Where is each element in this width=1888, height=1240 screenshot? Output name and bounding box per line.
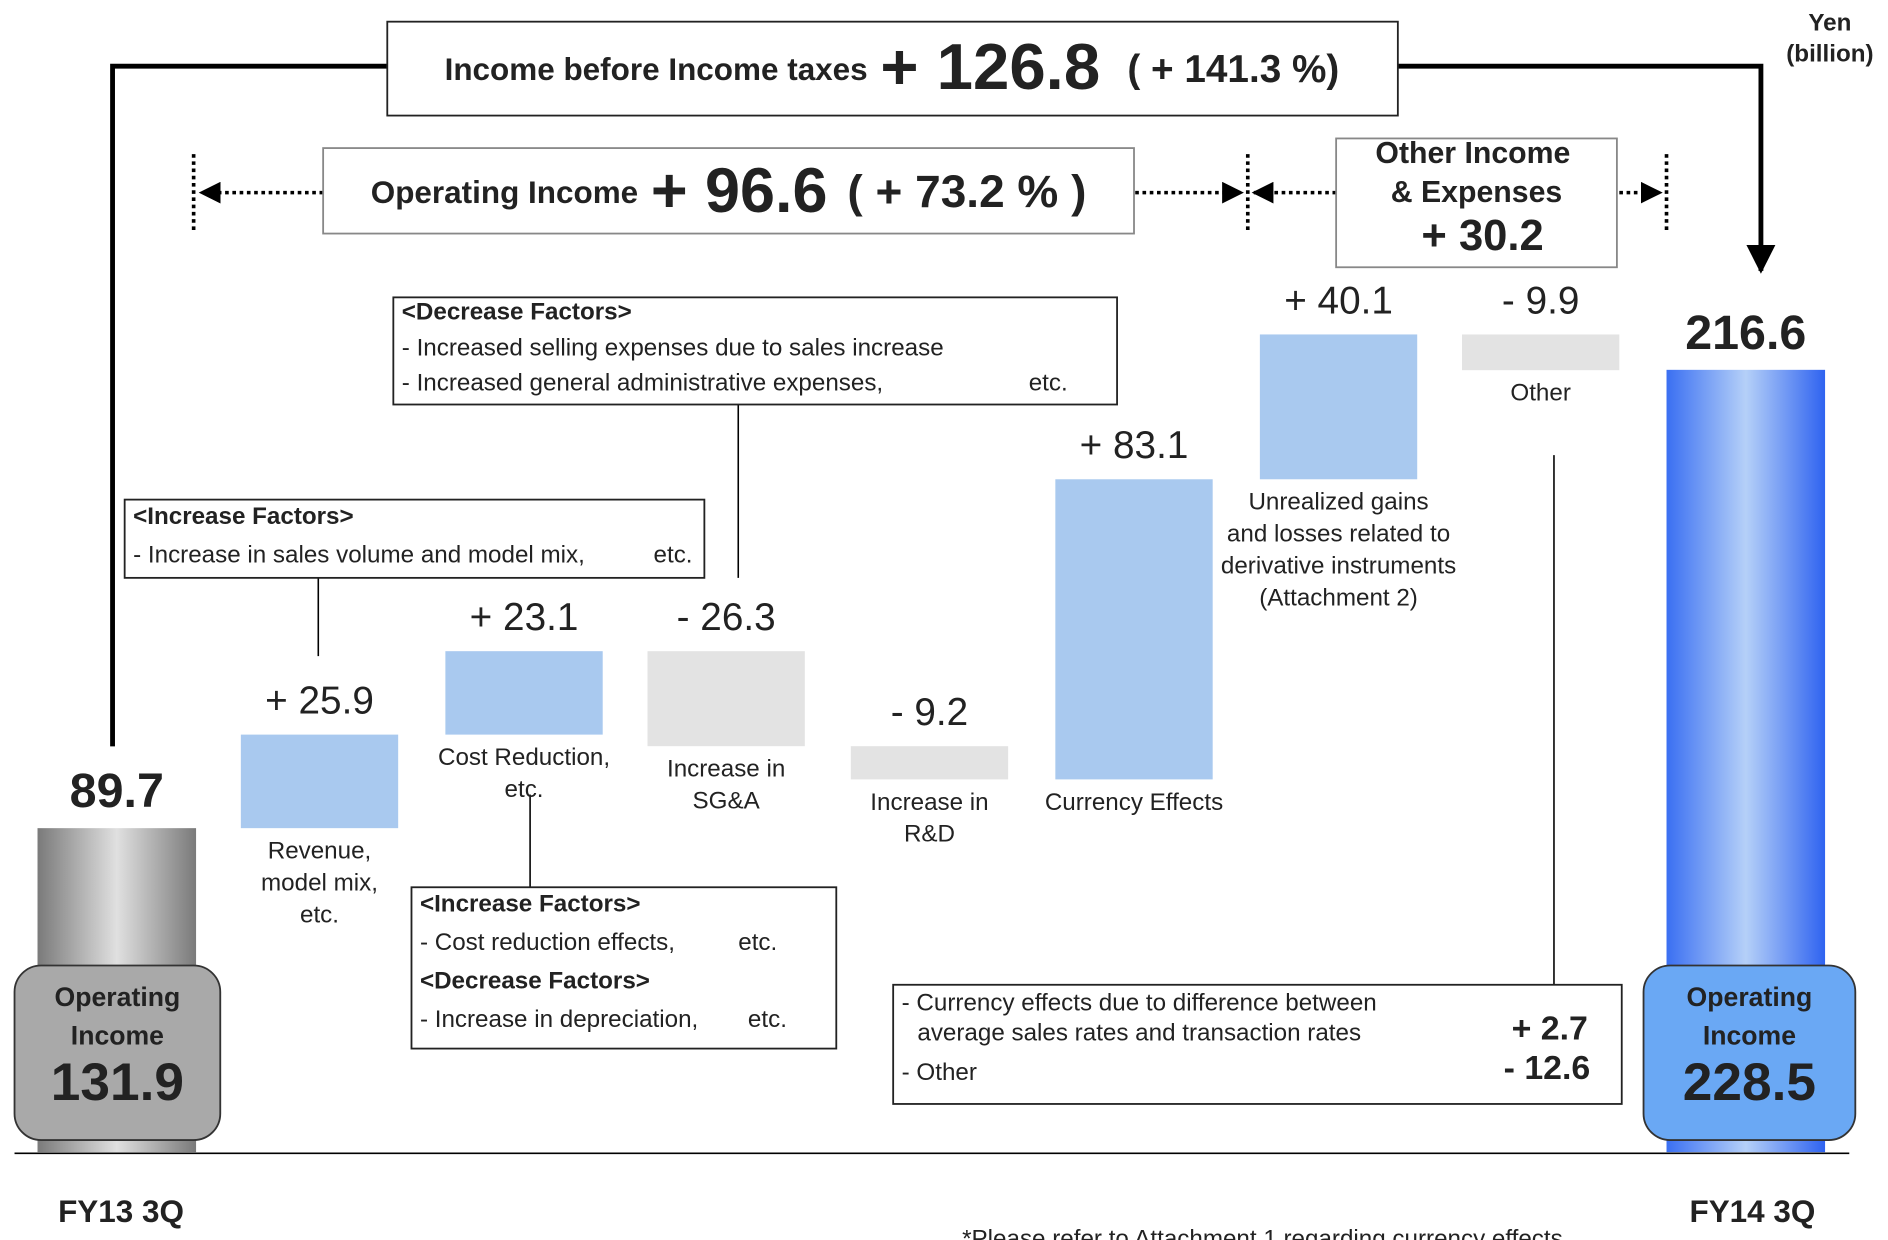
note: <Increase Factors> <box>420 891 641 918</box>
note-box <box>892 983 1623 1105</box>
other-income-label: Other Income <box>1375 137 1570 170</box>
income-before-taxes: Income before Income taxes + 126.8 ( + 1… <box>445 31 1340 104</box>
operating-box <box>322 147 1135 235</box>
change: + 126.8 <box>880 31 1100 104</box>
total-box <box>13 964 222 1141</box>
note: etc. <box>654 542 693 569</box>
note: - Increase in depreciation, <box>420 1006 698 1033</box>
footnote: *Please refer to Attachment 1 regarding … <box>962 1225 1563 1240</box>
total-box <box>1642 964 1857 1141</box>
units: Yen <box>1808 9 1851 36</box>
total-box-label: Income <box>1703 1021 1796 1051</box>
bracket-arrow <box>1397 63 1776 274</box>
step-bar <box>1055 479 1213 780</box>
percent: ( + 141.3 %) <box>1127 48 1339 91</box>
note-box <box>123 498 706 579</box>
note: - Increase in sales volume and model mix… <box>133 542 585 569</box>
value-label: + 40.1 <box>1284 279 1393 322</box>
value-label: - 9.9 <box>1502 279 1579 322</box>
income-box <box>386 20 1399 117</box>
category-label: Revenue, <box>268 838 372 865</box>
total-box-value: 228.5 <box>1683 1053 1816 1112</box>
category-label: Other <box>1510 380 1571 407</box>
label: Operating Income <box>371 175 638 210</box>
value-label: + 83.1 <box>1080 424 1189 467</box>
note: etc. <box>1029 369 1068 396</box>
percent: ( + 73.2 % ) <box>847 165 1086 217</box>
bracket <box>110 63 388 747</box>
note: - Cost reduction effects, <box>420 929 675 956</box>
label: Income before Income taxes <box>445 53 868 88</box>
step-bar <box>850 746 1009 780</box>
note-box <box>410 886 838 1050</box>
category-label: model mix, <box>261 870 378 897</box>
step-bar <box>240 734 399 829</box>
value-label: - 26.3 <box>677 596 776 639</box>
note-value: - 12.6 <box>1504 1049 1591 1087</box>
change: + 96.6 <box>651 156 828 226</box>
note: <Decrease Factors> <box>420 968 650 995</box>
total-box-label: Income <box>71 1021 164 1051</box>
category-label: Currency Effects <box>1045 789 1223 816</box>
total-label: 216.6 <box>1685 306 1806 360</box>
category-label: and losses related to <box>1227 521 1450 548</box>
step-bar <box>1259 334 1418 480</box>
category-label: etc. <box>505 776 544 803</box>
value-label: - 9.2 <box>891 691 968 734</box>
category-label: derivative instruments <box>1221 553 1456 580</box>
note-box <box>392 296 1118 406</box>
note: - Currency effects due to difference bet… <box>902 989 1377 1016</box>
other-income-change: + 30.2 <box>1421 212 1543 260</box>
operating-income-change: Operating Income + 96.6 ( + 73.2 % ) <box>371 156 1087 226</box>
category-label: Increase in <box>667 756 785 783</box>
step-bar <box>445 651 603 735</box>
category-label: SG&A <box>693 788 761 815</box>
total-label: 89.7 <box>70 764 164 818</box>
note-value: + 2.7 <box>1512 1010 1588 1048</box>
x-label: FY13 3Q <box>58 1194 184 1229</box>
value-label: + 25.9 <box>265 680 374 723</box>
note: etc. <box>748 1006 787 1033</box>
other-income-box <box>1335 137 1618 269</box>
other-income-label: & Expenses <box>1391 176 1562 209</box>
total-box-value: 131.9 <box>51 1053 184 1112</box>
category-label: etc. <box>300 901 339 928</box>
category-label: Cost Reduction, <box>438 744 610 771</box>
total-box-label: Operating <box>1687 982 1813 1012</box>
step-bar <box>1461 334 1620 371</box>
category-label: (Attachment 2) <box>1259 584 1418 611</box>
note: etc. <box>738 929 777 956</box>
step-bar <box>647 651 805 747</box>
x-label: FY14 3Q <box>1690 1194 1816 1229</box>
note: <Increase Factors> <box>133 503 354 530</box>
category-label: Increase in <box>870 789 988 816</box>
value-label: + 23.1 <box>470 596 579 639</box>
note: <Decrease Factors> <box>402 298 632 325</box>
note: - Other <box>902 1059 977 1086</box>
category-label: R&D <box>904 821 955 848</box>
note: - Increased selling expenses due to sale… <box>402 335 944 362</box>
units: (billion) <box>1786 41 1873 68</box>
category-label: Unrealized gains <box>1248 489 1428 516</box>
total-box-label: Operating <box>55 982 181 1012</box>
note: average sales rates and transaction rate… <box>917 1020 1361 1047</box>
note: - Increased general administrative expen… <box>402 369 883 396</box>
